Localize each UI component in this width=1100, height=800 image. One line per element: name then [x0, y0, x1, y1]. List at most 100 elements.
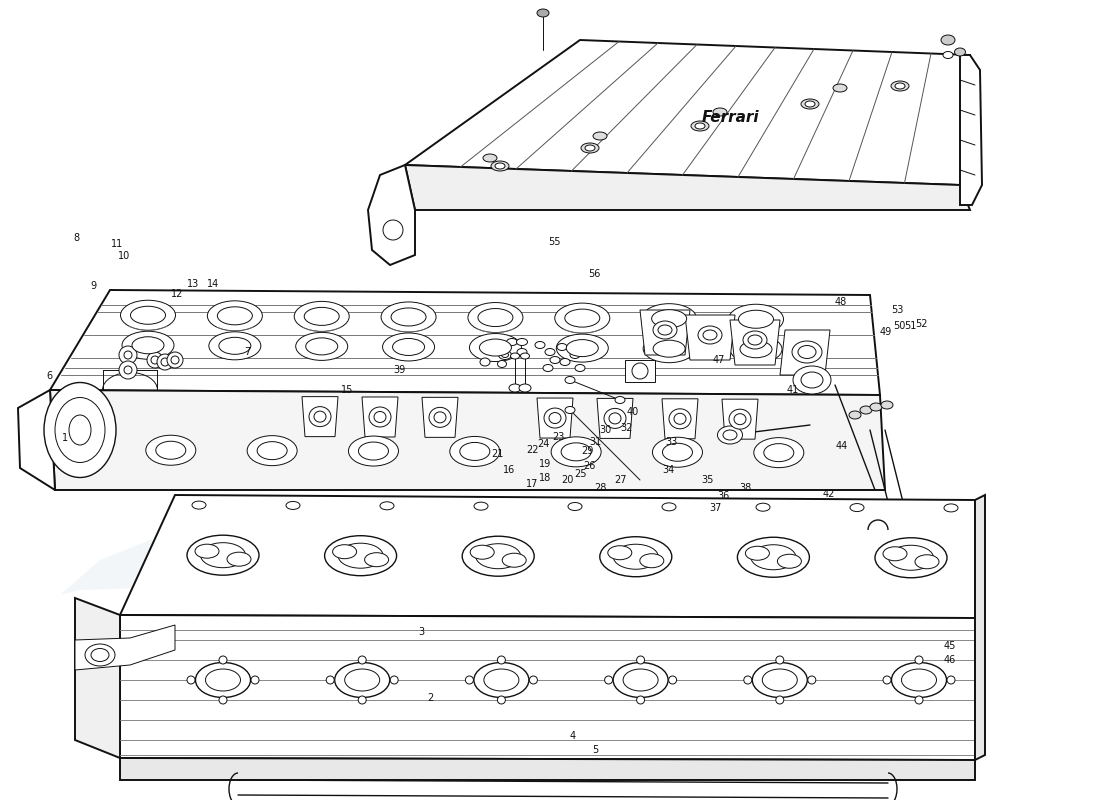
Polygon shape: [50, 290, 880, 395]
Text: 55: 55: [548, 237, 560, 246]
Ellipse shape: [349, 436, 398, 466]
Ellipse shape: [713, 108, 727, 116]
Ellipse shape: [801, 99, 820, 109]
Text: 24: 24: [537, 439, 549, 449]
Ellipse shape: [849, 411, 861, 419]
Ellipse shape: [200, 542, 245, 568]
Ellipse shape: [746, 546, 769, 560]
Text: 26: 26: [583, 461, 595, 470]
Ellipse shape: [156, 442, 186, 459]
Text: 15: 15: [341, 386, 353, 395]
Circle shape: [465, 676, 473, 684]
Ellipse shape: [550, 357, 560, 363]
Ellipse shape: [891, 81, 909, 91]
Ellipse shape: [324, 536, 397, 576]
Ellipse shape: [544, 408, 566, 428]
Polygon shape: [780, 330, 830, 375]
Circle shape: [383, 220, 403, 240]
Ellipse shape: [85, 644, 116, 666]
Ellipse shape: [565, 406, 575, 414]
Ellipse shape: [568, 502, 582, 510]
Circle shape: [167, 352, 183, 368]
Ellipse shape: [314, 411, 326, 422]
Ellipse shape: [644, 334, 695, 362]
Ellipse shape: [257, 442, 287, 460]
Circle shape: [251, 676, 258, 684]
Ellipse shape: [554, 303, 609, 333]
Ellipse shape: [754, 438, 804, 468]
Ellipse shape: [565, 377, 575, 383]
Polygon shape: [722, 399, 758, 439]
Text: 12: 12: [170, 290, 183, 299]
Ellipse shape: [944, 504, 958, 512]
Text: 38: 38: [739, 483, 751, 493]
Ellipse shape: [498, 350, 512, 359]
Text: 39: 39: [394, 365, 406, 374]
Circle shape: [219, 656, 227, 664]
Ellipse shape: [940, 35, 955, 45]
Text: 25: 25: [574, 469, 586, 478]
Circle shape: [219, 696, 227, 704]
Ellipse shape: [902, 669, 936, 691]
Polygon shape: [120, 615, 975, 760]
Text: 6: 6: [46, 371, 53, 381]
Ellipse shape: [698, 326, 722, 344]
Text: 20: 20: [561, 475, 573, 485]
Ellipse shape: [480, 358, 490, 366]
Ellipse shape: [778, 554, 802, 568]
Ellipse shape: [833, 84, 847, 92]
Text: 40: 40: [627, 407, 639, 417]
Ellipse shape: [717, 426, 743, 444]
Text: 22: 22: [526, 445, 538, 454]
Polygon shape: [662, 398, 698, 438]
Ellipse shape: [674, 414, 686, 424]
Ellipse shape: [483, 154, 497, 162]
Ellipse shape: [729, 409, 751, 429]
Circle shape: [637, 696, 645, 704]
Text: 11: 11: [111, 239, 123, 249]
Ellipse shape: [653, 340, 685, 357]
Ellipse shape: [581, 143, 600, 153]
Text: 5: 5: [592, 746, 598, 755]
Ellipse shape: [600, 537, 672, 577]
Ellipse shape: [557, 343, 566, 350]
Circle shape: [915, 656, 923, 664]
Ellipse shape: [359, 442, 388, 460]
Circle shape: [187, 676, 195, 684]
Ellipse shape: [730, 335, 782, 363]
Ellipse shape: [557, 334, 608, 362]
Ellipse shape: [460, 442, 490, 461]
Ellipse shape: [570, 351, 580, 358]
Circle shape: [637, 656, 645, 664]
Ellipse shape: [450, 437, 499, 466]
Text: 29: 29: [581, 446, 593, 456]
Circle shape: [497, 656, 505, 664]
Ellipse shape: [218, 307, 252, 325]
Ellipse shape: [434, 412, 446, 423]
Text: Ferrari: Ferrari: [701, 110, 759, 126]
Polygon shape: [368, 165, 415, 265]
Ellipse shape: [517, 338, 528, 346]
Ellipse shape: [344, 669, 380, 691]
Ellipse shape: [544, 349, 556, 355]
Text: 50: 50: [893, 322, 905, 331]
Ellipse shape: [798, 346, 816, 358]
Circle shape: [776, 696, 784, 704]
Ellipse shape: [497, 361, 506, 367]
Text: 34: 34: [662, 466, 674, 475]
Ellipse shape: [604, 409, 626, 429]
Ellipse shape: [593, 132, 607, 140]
Text: 31: 31: [590, 438, 602, 447]
Ellipse shape: [520, 353, 529, 359]
Ellipse shape: [738, 310, 773, 328]
Text: 8: 8: [73, 234, 79, 243]
Polygon shape: [120, 758, 975, 780]
Ellipse shape: [874, 538, 947, 578]
Text: 35: 35: [702, 475, 714, 485]
Ellipse shape: [623, 669, 658, 691]
Ellipse shape: [943, 51, 953, 58]
Text: 14: 14: [207, 279, 219, 289]
Ellipse shape: [429, 407, 451, 427]
Ellipse shape: [695, 123, 705, 129]
Circle shape: [744, 676, 751, 684]
